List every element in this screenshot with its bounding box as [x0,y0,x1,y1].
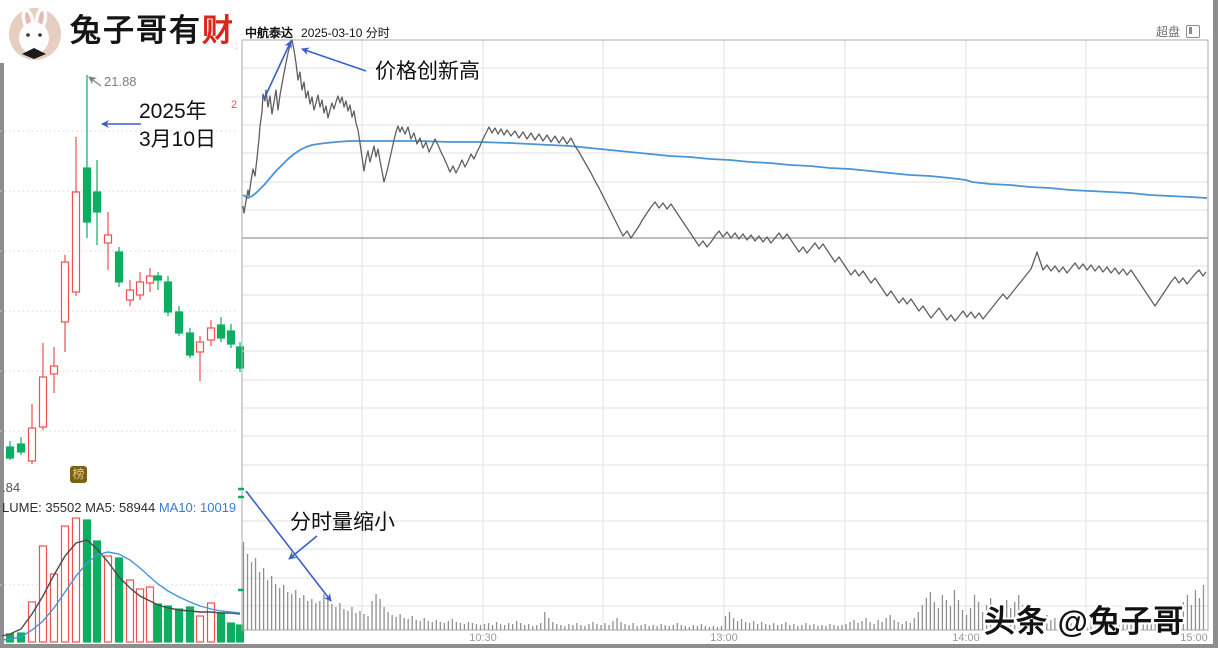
new-high-arrow-from-text [301,47,367,72]
peak-price-arrow [88,76,102,87]
clipped-price-scale-2: 2 [231,99,237,111]
time-axis-label: 13:00 [710,632,738,644]
volume-indicator-header: LUME: 35502 MA5: 58944 MA10: 10019 [2,500,242,515]
window-edge-right [1213,0,1218,648]
stock-name: 中航泰达 [245,26,294,40]
intraday-chart-title: 中航泰达 2025-03-10 分时 [245,24,390,41]
date-annotation: 2025年 3月10日 [139,98,216,154]
volume-shrink-short-arrow [288,535,318,560]
new-high-arrow-left [263,40,292,100]
window-edge-left [0,28,4,648]
new-high-annotation: 价格创新高 [375,60,480,83]
logo-text-black: 兔子哥有 [70,13,202,49]
rank-badge[interactable]: 榜 [70,466,87,483]
logo-text-red: 财 [202,13,235,49]
logo-text: 兔子哥有财 [70,16,235,47]
date-annotation-line1: 2025年 [139,100,207,123]
date-annotation-line2: 3月10日 [139,128,217,151]
time-axis-label: 14:00 [952,632,980,644]
window-edge-bottom [0,644,1218,648]
logo-band: 兔子哥有财 [0,0,236,63]
intraday-toolbar: 超盘 [1156,23,1201,40]
peak-price-label: 21.88 [104,74,137,89]
window-panel-icon[interactable] [1186,25,1201,38]
volume-shrink-annotation: 分时量缩小 [290,511,395,534]
volume-ma10-value: MA10: 10019 [158,500,237,515]
rabbit-avatar [9,6,61,60]
volume-shrink-long-arrow [245,490,332,602]
low-price-fragment: .84 [2,480,21,495]
time-axis-label: 10:30 [469,632,497,644]
toolbar-button[interactable]: 超盘 [1156,25,1181,39]
time-axis-label: 15:00 [1180,632,1208,644]
watermark: 头条 @兔子哥 [984,604,1185,639]
chart-date-mode: 2025-03-10 分时 [301,26,390,40]
volume-ma5-values: LUME: 35502 MA5: 58944 [2,500,159,515]
